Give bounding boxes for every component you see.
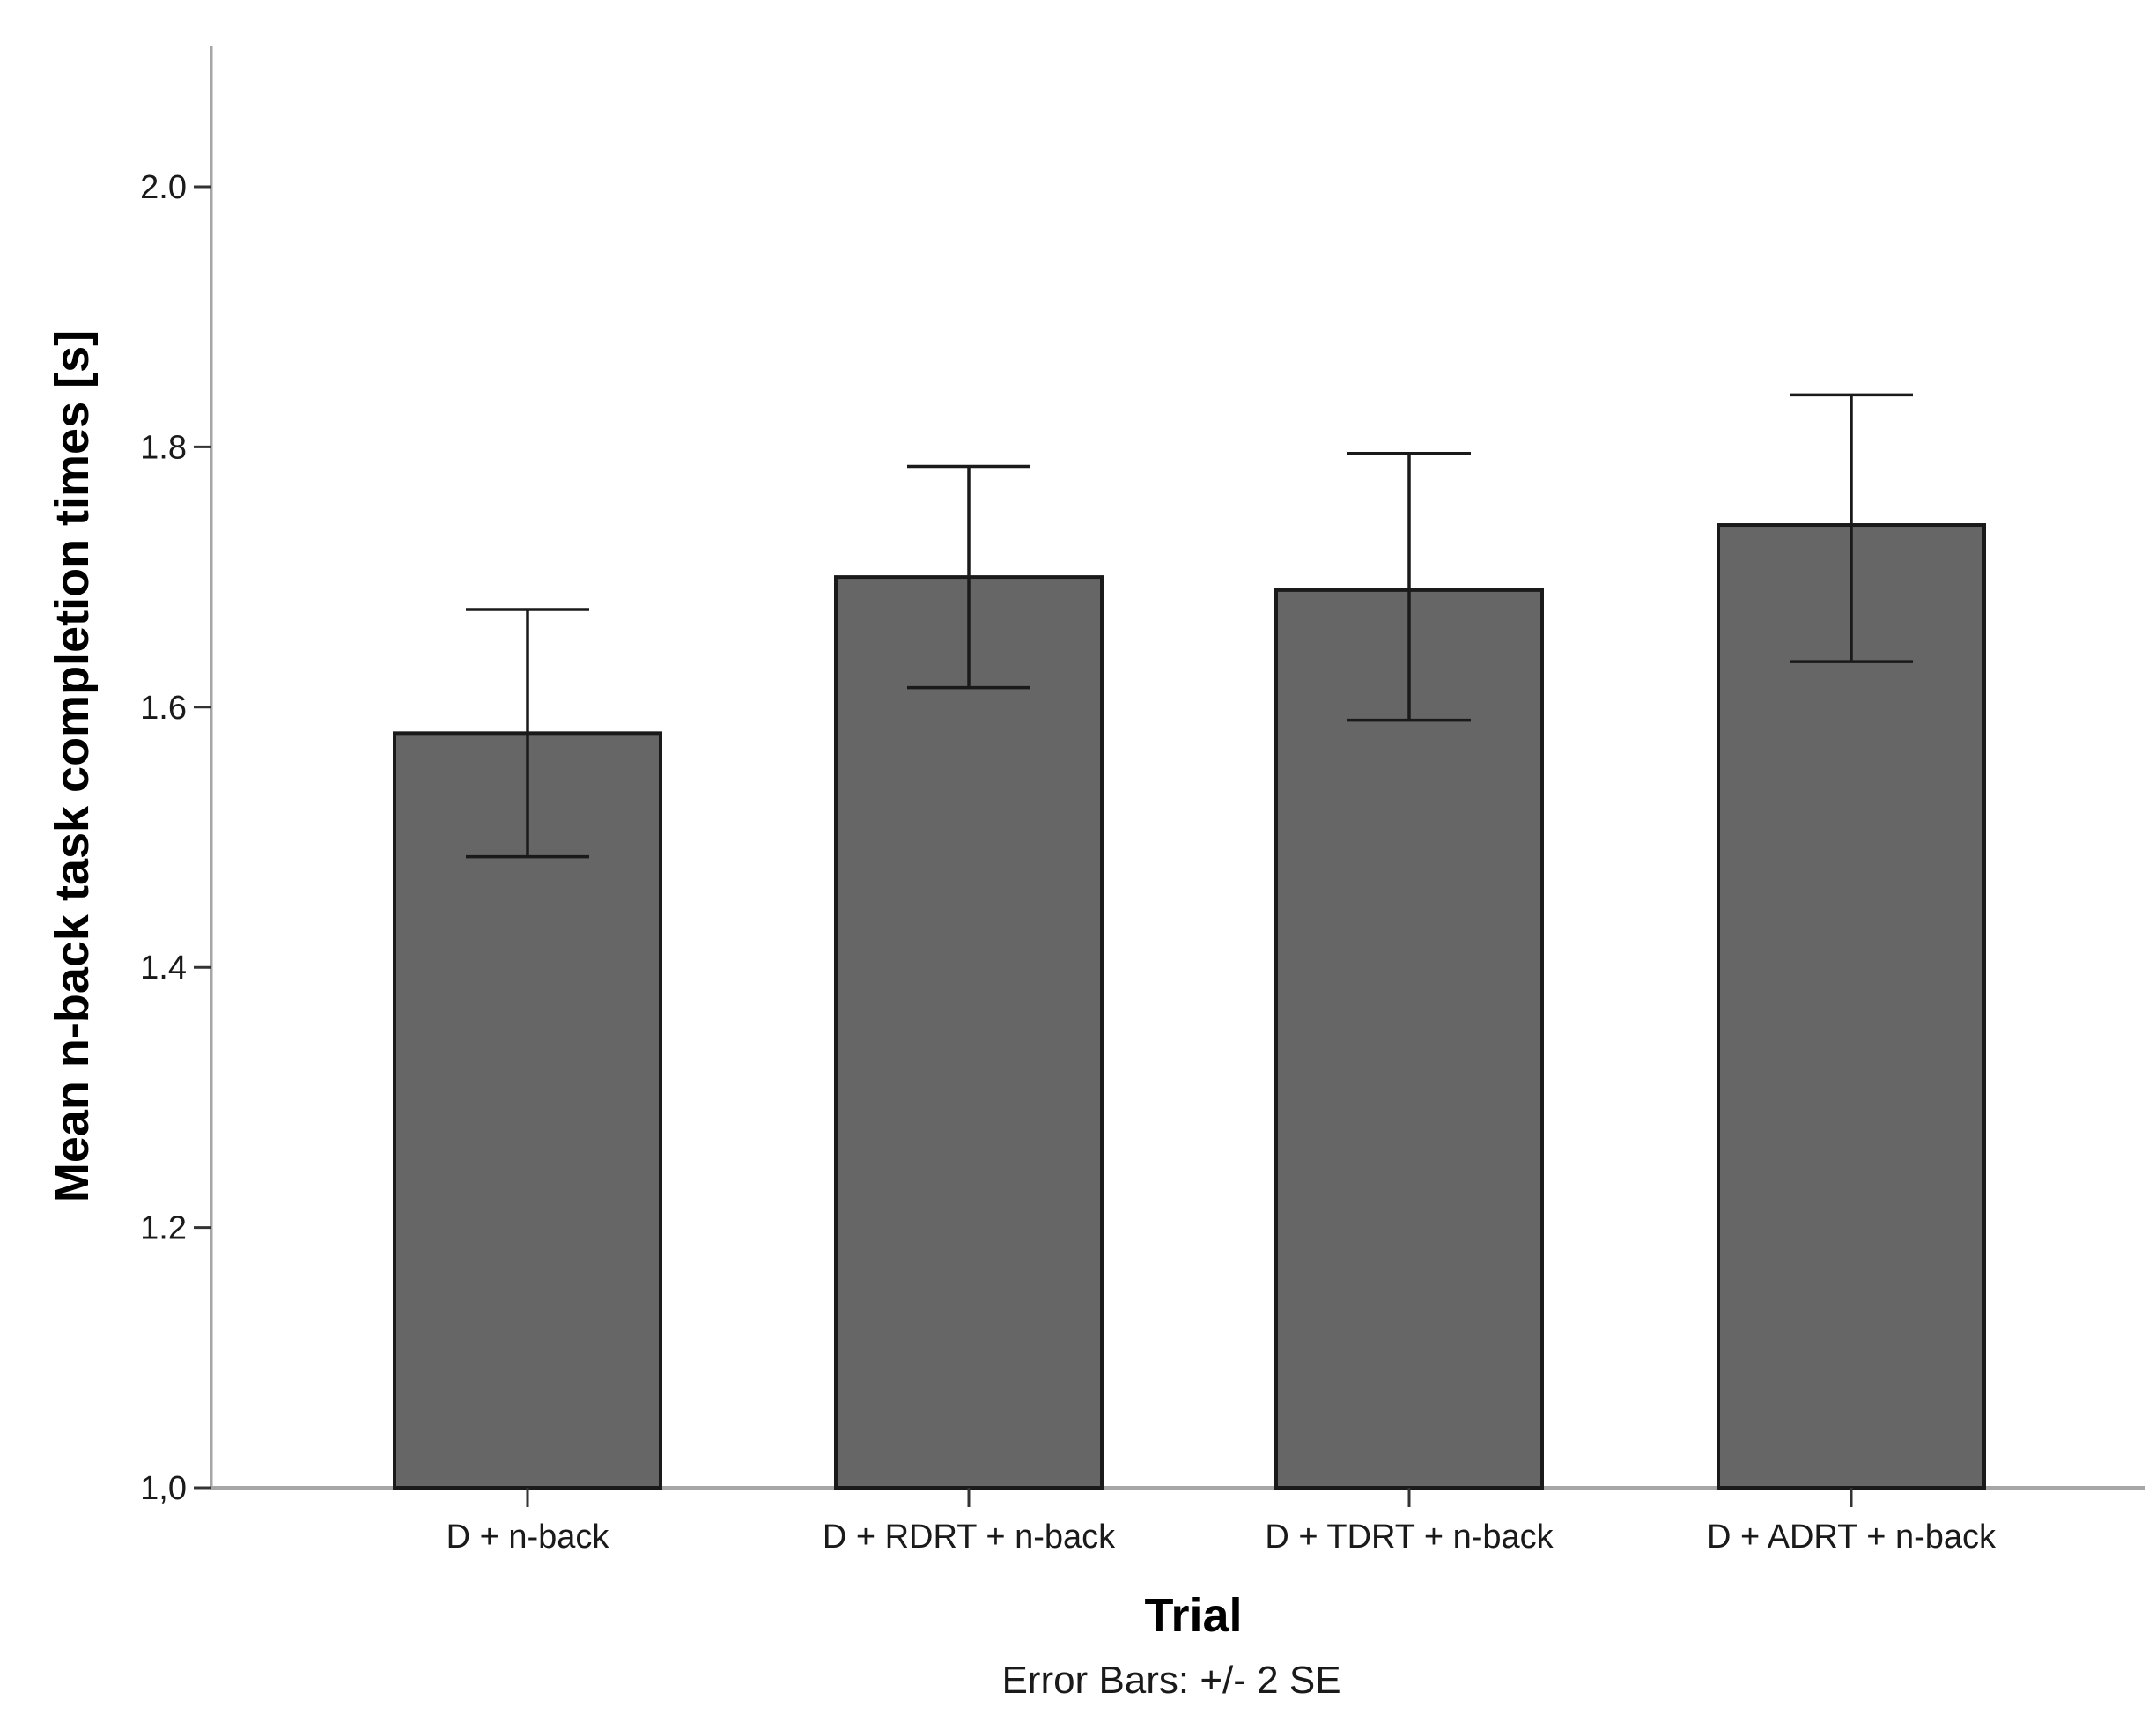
- x-tick-labels: D + n-back D + RDRT + n-back D + TDRT + n-…: [447, 1488, 1997, 1556]
- bars: [393, 523, 1986, 1490]
- bar: [1717, 523, 1986, 1490]
- y-tick-label: 1.2: [140, 1210, 187, 1247]
- bar: [1274, 588, 1544, 1490]
- y-axis-title: Mean n-back task completion times [s]: [46, 330, 99, 1202]
- error-bar: [907, 464, 1030, 690]
- y-tick-label: 2.0: [140, 169, 187, 206]
- error-bar: [1348, 452, 1471, 722]
- y-tick-label: 1.4: [140, 950, 187, 987]
- error-bars: [466, 393, 1913, 859]
- x-tick-label: D + n-back: [447, 1519, 610, 1556]
- x-axis-title: Trial: [1144, 1589, 1242, 1642]
- bar: [834, 575, 1104, 1490]
- bar: [393, 731, 662, 1490]
- y-ticks: 1,0 1.2 1.4 1.6 1.8 2.0: [140, 169, 211, 1507]
- y-tick-label: 1,0: [140, 1470, 187, 1507]
- x-tick-label: D + RDRT + n-back: [823, 1519, 1116, 1556]
- y-tick-label: 1.8: [140, 429, 187, 466]
- error-bar: [466, 608, 589, 859]
- x-tick-label: D + TDRT + n-back: [1265, 1519, 1554, 1556]
- y-tick-label: 1.6: [140, 690, 187, 727]
- error-bar: [1790, 393, 1913, 663]
- error-bars-note: Error Bars: +/- 2 SE: [1001, 1659, 1340, 1702]
- x-tick-label: D + ADRT + n-back: [1707, 1519, 1997, 1556]
